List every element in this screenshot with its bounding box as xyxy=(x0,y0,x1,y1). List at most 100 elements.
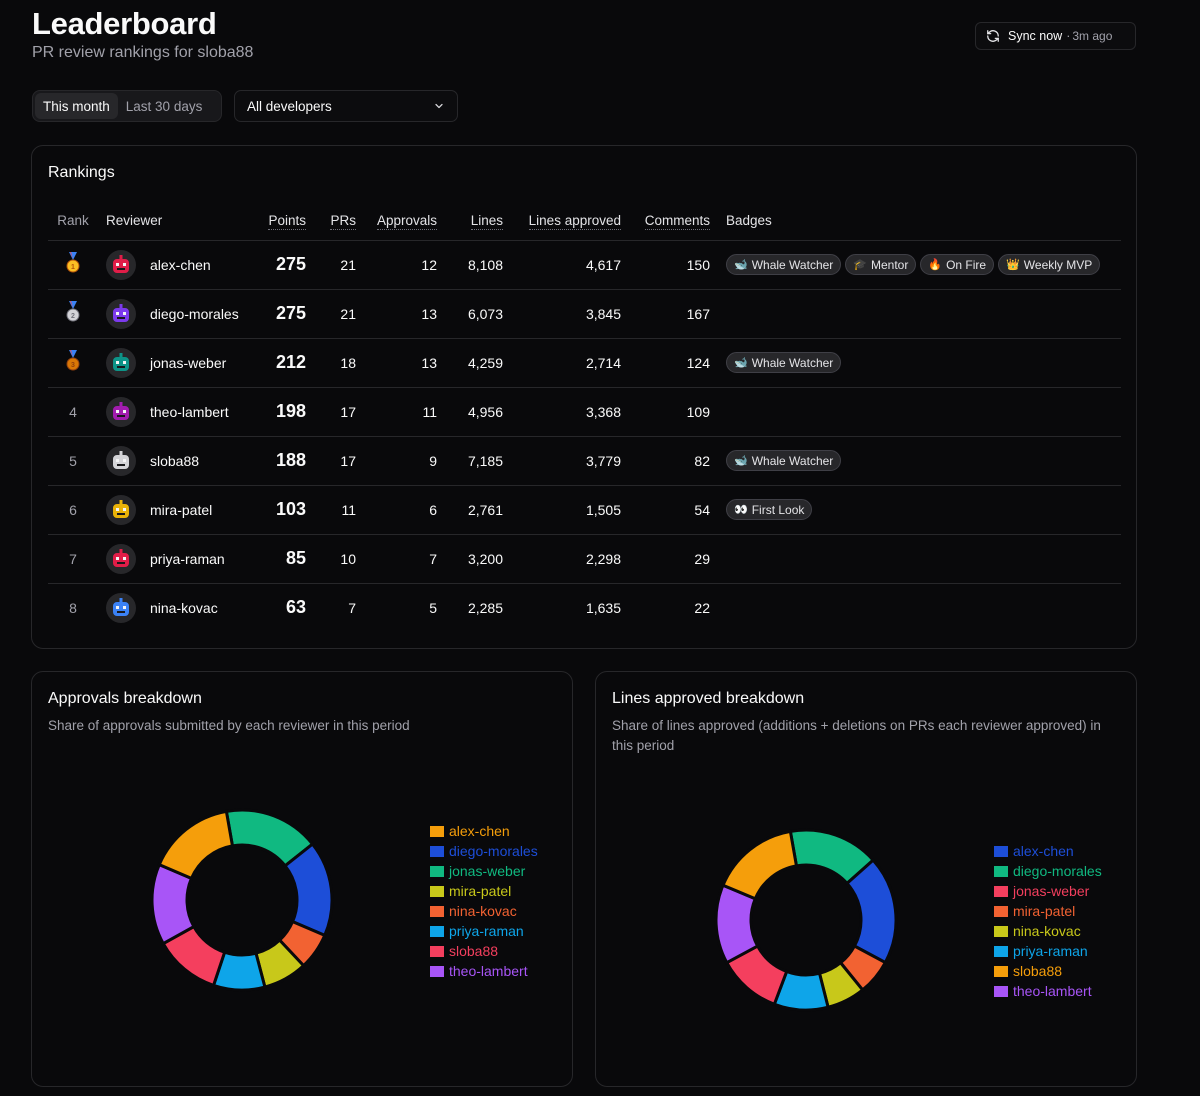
column-header-comments[interactable]: Comments xyxy=(621,202,710,241)
badge[interactable]: 🎓 Mentor xyxy=(845,254,917,275)
table-row[interactable]: 3 jonas-weber 212 18 13 4,259 2,714 124 🐋 Whale W… xyxy=(48,338,1121,388)
table-row[interactable]: 5 sloba88 188 17 9 7,185 3,779 82 🐋 Whale Watcher xyxy=(48,436,1121,486)
legend-item-alex-chen[interactable]: alex-chen xyxy=(994,841,1102,861)
legend-item-priya-raman[interactable]: priya-raman xyxy=(430,921,538,941)
legend-item-nina-kovac[interactable]: nina-kovac xyxy=(430,901,538,921)
reviewer-name: mira-patel xyxy=(150,501,213,518)
lines-approved-value: 3,845 xyxy=(503,289,621,339)
comments-value: 82 xyxy=(621,436,710,486)
legend-label: mira-patel xyxy=(449,883,512,899)
lines-approved-breakdown-title: Lines approved breakdown xyxy=(612,690,805,707)
table-row[interactable]: 2 diego-morales 275 21 13 6,073 3,845 167 xyxy=(48,289,1121,339)
badge-icon: 🐋 xyxy=(734,259,748,271)
badge[interactable]: 🐋 Whale Watcher xyxy=(726,450,842,471)
table-row[interactable]: 4 theo-lambert 198 17 11 4,956 3,368 109 xyxy=(48,387,1121,437)
approvals-value: 9 xyxy=(356,436,437,486)
period-tabs: This month Last 30 days xyxy=(32,90,222,122)
reviewer[interactable]: priya-raman xyxy=(98,543,248,574)
sync-now-button[interactable]: Sync now · 3m ago xyxy=(975,22,1136,50)
avatar xyxy=(106,396,136,427)
legend-swatch xyxy=(430,865,444,877)
badge[interactable]: 🐋 Whale Watcher xyxy=(726,254,842,275)
badges-cell xyxy=(710,289,1121,339)
legend-item-jonas-weber[interactable]: jonas-weber xyxy=(430,861,538,881)
reviewer[interactable]: alex-chen xyxy=(98,249,248,280)
legend-label: diego-morales xyxy=(449,843,538,859)
lines-approved-value: 3,779 xyxy=(503,436,621,486)
reviewer[interactable]: sloba88 xyxy=(98,445,248,476)
robot-avatar-icon xyxy=(113,303,129,322)
table-row[interactable]: 8 nina-kovac 63 7 5 2,285 1,635 22 xyxy=(48,583,1121,632)
legend-item-sloba88[interactable]: sloba88 xyxy=(994,961,1102,981)
prs-value: 17 xyxy=(306,387,356,437)
reviewer-cell: alex-chen xyxy=(98,240,248,290)
reviewer[interactable]: nina-kovac xyxy=(98,592,248,623)
comments-value: 124 xyxy=(621,338,710,388)
page-subtitle: PR review rankings for sloba88 xyxy=(32,44,254,61)
legend-label: sloba88 xyxy=(449,943,499,959)
avatar xyxy=(106,543,136,574)
column-header-points[interactable]: Points xyxy=(248,202,306,241)
reviewer[interactable]: diego-morales xyxy=(98,298,248,329)
legend-item-diego-morales[interactable]: diego-morales xyxy=(430,841,538,861)
legend-swatch xyxy=(430,925,444,937)
donut-slice-sloba88[interactable] xyxy=(721,829,799,901)
developer-select[interactable]: All developers xyxy=(234,90,458,122)
legend-item-diego-morales[interactable]: diego-morales xyxy=(994,861,1102,881)
rankings-card: Rankings Rank Reviewer Points PRs Approv… xyxy=(31,145,1137,649)
tab-this-month[interactable]: This month xyxy=(35,93,118,119)
refresh-icon xyxy=(987,30,999,42)
points-value: 198 xyxy=(248,387,306,437)
bronze-medal-icon: 3 xyxy=(66,350,80,371)
sync-now-label: Sync now xyxy=(1008,29,1063,43)
legend-item-theo-lambert[interactable]: theo-lambert xyxy=(430,961,538,981)
legend-swatch xyxy=(994,845,1008,857)
legend-label: priya-raman xyxy=(449,923,524,939)
tab-last-30-days[interactable]: Last 30 days xyxy=(125,98,203,114)
legend-item-jonas-weber[interactable]: jonas-weber xyxy=(994,881,1102,901)
donut-slice-alex-chen[interactable] xyxy=(157,809,235,881)
column-header-prs[interactable]: PRs xyxy=(306,202,356,241)
points-value: 275 xyxy=(248,240,306,290)
legend-item-theo-lambert[interactable]: theo-lambert xyxy=(994,981,1102,1001)
legend-swatch xyxy=(430,845,444,857)
legend-swatch xyxy=(994,985,1008,997)
rank-cell: 8 xyxy=(69,599,77,616)
table-row[interactable]: 1 alex-chen 275 21 12 8,108 4,617 150 🐋 Whale Wat… xyxy=(48,240,1121,290)
robot-avatar-icon xyxy=(113,254,129,273)
avatar xyxy=(106,249,136,280)
legend-item-mira-patel[interactable]: mira-patel xyxy=(994,901,1102,921)
legend-label: diego-morales xyxy=(1013,863,1102,879)
column-header-approvals[interactable]: Approvals xyxy=(356,202,437,241)
legend-item-sloba88[interactable]: sloba88 xyxy=(430,941,538,961)
reviewer[interactable]: theo-lambert xyxy=(98,396,248,427)
badge[interactable]: 🔥 On Fire xyxy=(920,254,995,275)
reviewer-name: diego-morales xyxy=(150,305,239,322)
approvals-value: 11 xyxy=(356,387,437,437)
chevron-down-icon xyxy=(435,103,443,109)
legend-item-priya-raman[interactable]: priya-raman xyxy=(994,941,1102,961)
legend-item-mira-patel[interactable]: mira-patel xyxy=(430,881,538,901)
badge[interactable]: 👑 Weekly MVP xyxy=(998,254,1101,275)
reviewer-name: sloba88 xyxy=(150,452,200,469)
legend-item-alex-chen[interactable]: alex-chen xyxy=(430,821,538,841)
reviewer[interactable]: jonas-weber xyxy=(98,347,248,378)
reviewer[interactable]: mira-patel xyxy=(98,494,248,525)
table-row[interactable]: 6 mira-patel 103 11 6 2,761 1,505 54 👀 First Look xyxy=(48,485,1121,535)
badge-icon: 👀 xyxy=(734,504,748,516)
column-header-lines[interactable]: Lines xyxy=(437,202,503,241)
legend-item-nina-kovac[interactable]: nina-kovac xyxy=(994,921,1102,941)
column-header-lines-approved[interactable]: Lines approved xyxy=(503,202,621,241)
legend-label: alex-chen xyxy=(449,823,510,839)
badge[interactable]: 🐋 Whale Watcher xyxy=(726,352,842,373)
prs-value: 21 xyxy=(306,289,356,339)
table-row[interactable]: 7 priya-raman 85 10 7 3,200 2,298 29 xyxy=(48,534,1121,584)
badge-icon: 🎓 xyxy=(853,259,867,271)
lines-approved-value: 2,714 xyxy=(503,338,621,388)
points-number: 63 xyxy=(285,597,306,618)
points-number: 188 xyxy=(275,450,306,470)
comments-value: 109 xyxy=(621,387,710,437)
badge[interactable]: 👀 First Look xyxy=(726,499,813,520)
legend-label: sloba88 xyxy=(1013,963,1063,979)
avatar xyxy=(106,298,136,329)
